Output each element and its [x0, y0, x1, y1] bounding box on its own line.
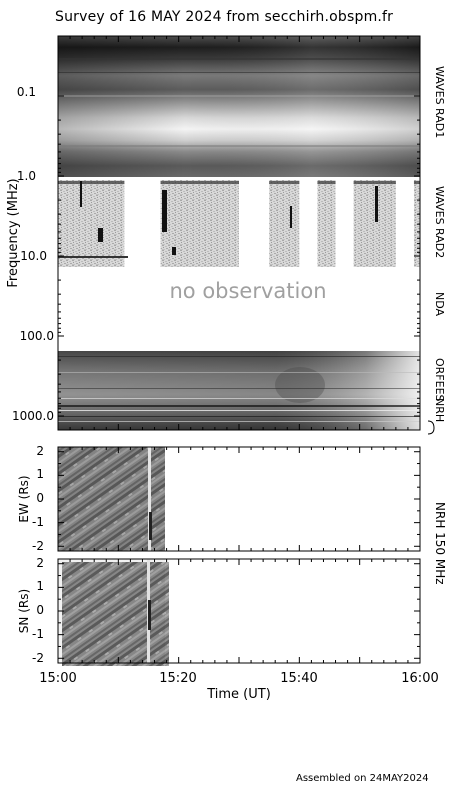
sn-tick-m2: -2 — [32, 651, 44, 665]
xtick-1540: 15:40 — [280, 671, 317, 686]
rad2-burst — [172, 247, 176, 255]
band-label-nrh-ghost: NRH — [433, 398, 446, 422]
ew-tick-m1: -1 — [32, 515, 44, 529]
nrh-ew-image — [58, 447, 165, 551]
x-axis-title: Time (UT) — [206, 687, 271, 702]
ytick-label-100: 100.0 — [20, 329, 54, 343]
rad2-burst — [375, 186, 378, 222]
ew-tick-2: 2 — [36, 444, 44, 458]
rad2-window-edge — [160, 181, 239, 184]
sn-axis-title: SN (Rs) — [17, 589, 31, 633]
band-label-rad2: WAVES RAD2 — [433, 186, 446, 258]
orfees-band — [58, 351, 420, 430]
rad2-window-edge — [58, 181, 125, 184]
rad2-window — [58, 180, 125, 267]
y-axis-title: Frequency (MHz) — [6, 178, 21, 287]
ytick-label-1000: 1000.0 — [12, 409, 54, 423]
assembled-footer: Assembled on 24MAY2024 — [296, 773, 429, 784]
sn-tick-0: 0 — [36, 603, 44, 617]
rad2-band — [58, 180, 420, 267]
rad2-burst — [290, 206, 292, 228]
xtick-1600: 16:00 — [401, 671, 438, 686]
rad2-window-edge — [269, 181, 300, 184]
ew-tick-0: 0 — [36, 491, 44, 505]
rad2-window — [317, 180, 336, 267]
band-label-rad1: WAVES RAD1 — [433, 66, 446, 138]
xtick-1520: 15:20 — [159, 671, 196, 686]
band-label-nrh150: NRH 150 MHz — [433, 502, 447, 585]
band-label-orfees: ORFEES — [433, 358, 446, 402]
sn-tick-2: 2 — [36, 556, 44, 570]
ew-axis-title: EW (Rs) — [17, 475, 31, 522]
rad2-window-edge — [413, 181, 420, 184]
rad2-window — [413, 180, 420, 267]
rad2-window — [353, 180, 396, 267]
rad2-streak — [58, 256, 128, 258]
rad2-burst — [80, 181, 82, 207]
ew-tick-m2: -2 — [32, 539, 44, 553]
rad2-window — [269, 180, 300, 267]
chart-title: Survey of 16 MAY 2024 from secchirh.obsp… — [55, 9, 394, 25]
sn-tick-m1: -1 — [32, 627, 44, 641]
rad2-burst — [98, 228, 103, 242]
ytick-label-1: 1.0 — [17, 169, 36, 183]
sn-tick-1: 1 — [36, 579, 44, 593]
nrh-band-bracket — [427, 420, 435, 435]
tick-marks — [57, 36, 421, 663]
rad1-band — [58, 36, 420, 177]
nrh-sn-image — [58, 559, 169, 666]
band-label-nda: NDA — [433, 292, 446, 317]
rad2-window-edge — [353, 181, 396, 184]
ew-tick-1: 1 — [36, 467, 44, 481]
ytick-label-0-1: 0.1 — [17, 85, 36, 99]
rad2-burst — [162, 190, 167, 232]
xtick-1500: 15:00 — [39, 671, 76, 686]
no-observation-label: no observation — [169, 279, 326, 303]
rad2-window-edge — [317, 181, 336, 184]
ytick-label-10: 10.0 — [20, 249, 47, 263]
